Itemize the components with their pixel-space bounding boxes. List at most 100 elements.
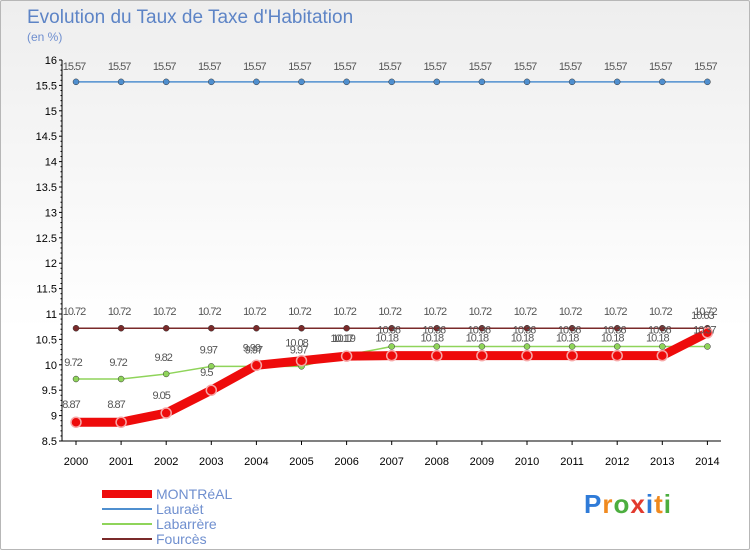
point-laurat <box>523 78 531 86</box>
data-label-fourcs: 10.72 <box>469 306 492 318</box>
data-label-laurat: 15.57 <box>559 61 582 73</box>
point-labarrre <box>72 375 80 383</box>
point-montral <box>476 349 488 362</box>
point-laurat <box>298 78 305 86</box>
point-montral <box>340 350 353 362</box>
point-fourcs <box>253 324 260 332</box>
x-tick-label: 2002 <box>154 456 178 468</box>
data-label-laurat: 15.57 <box>108 61 131 73</box>
point-laurat <box>72 78 80 86</box>
data-label-fourcs: 10.72 <box>514 306 537 318</box>
data-label-labarrre: 10.36 <box>377 325 400 337</box>
point-laurat <box>253 78 260 86</box>
y-tick-label: 12 <box>45 258 57 270</box>
brand-letter: r <box>602 489 614 519</box>
point-montral <box>566 349 578 362</box>
point-labarrre <box>704 343 711 350</box>
data-label-laurat: 15.57 <box>649 61 672 73</box>
legend-label-labarrere: Labarrère <box>156 516 217 532</box>
data-label-fourcs: 10.72 <box>424 306 447 318</box>
x-tick-label: 2003 <box>199 456 223 468</box>
data-label-labarrre: 9.72 <box>109 357 127 369</box>
data-label-labarrre: 10.36 <box>648 325 671 337</box>
point-montral <box>701 327 714 339</box>
data-label-laurat: 15.57 <box>378 61 401 73</box>
x-tick-label: 2001 <box>109 456 133 468</box>
point-montral <box>250 359 263 372</box>
y-tick-label: 9.5 <box>42 385 57 397</box>
data-label-montral: 8.87 <box>62 399 80 411</box>
data-label-labarrre: 9.97 <box>245 344 263 356</box>
x-tick-label: 2005 <box>289 456 313 468</box>
data-label-fourcs: 10.72 <box>198 306 221 318</box>
x-tick-label: 2006 <box>334 456 358 468</box>
data-label-fourcs: 10.72 <box>378 306 401 318</box>
brand-letter: P <box>584 489 603 519</box>
axes: 8.5 9 9.5 10 10.5 11 11.5 12 12.5 13 13.5 14 14.5 15 1… <box>36 55 721 468</box>
point-fourcs <box>117 324 125 332</box>
y-tick-label: 15 <box>45 106 57 118</box>
point-laurat <box>343 78 350 86</box>
brand-letter: o <box>613 489 631 519</box>
data-label-labarrre: 10.36 <box>468 325 491 337</box>
y-tick-label: 8.5 <box>42 436 57 448</box>
data-label-montral: 10.18 <box>511 333 534 345</box>
chart-title: Evolution du Taux de Taxe d'Habitation <box>27 7 354 28</box>
point-fourcs <box>568 324 576 332</box>
point-labarrre <box>433 343 441 350</box>
point-laurat <box>568 78 576 86</box>
data-label-montral: 10.18 <box>646 333 669 345</box>
legend-label-montreal: MONTRéAL <box>156 486 233 502</box>
x-tick-label: 2013 <box>650 456 674 468</box>
point-fourcs <box>659 324 666 332</box>
chart-unit-label: (en %) <box>27 30 63 44</box>
point-laurat <box>659 78 666 86</box>
point-laurat <box>388 78 395 86</box>
point-labarrre <box>568 343 576 350</box>
x-tick-label: 2012 <box>605 456 629 468</box>
data-label-laurat: 15.57 <box>424 61 447 73</box>
data-label-fourcs: 10.72 <box>288 306 311 318</box>
point-labarrre <box>613 343 621 350</box>
point-labarrre <box>162 370 170 378</box>
point-labarrre <box>659 343 666 350</box>
data-label-fourcs: 10.72 <box>243 306 266 318</box>
point-laurat <box>478 78 486 86</box>
data-label-montral: 9.05 <box>152 390 170 402</box>
data-label-fourcs: 10.72 <box>604 306 627 318</box>
data-label-laurat: 15.57 <box>694 61 717 73</box>
y-tick-label: 13 <box>45 207 57 219</box>
point-fourcs <box>613 324 621 332</box>
brand-letter: i <box>663 489 672 519</box>
data-label-fourcs: 10.72 <box>694 306 717 318</box>
point-fourcs <box>388 324 395 332</box>
point-laurat <box>704 78 711 86</box>
data-label-labarrre: 9.97 <box>290 344 308 356</box>
point-fourcs <box>298 324 305 332</box>
y-tick-label: 11 <box>46 309 57 321</box>
point-laurat <box>162 78 170 86</box>
point-labarrre <box>478 343 486 350</box>
brand-logo: Proxiti <box>584 489 672 520</box>
data-label-labarrre: 10.36 <box>603 325 626 337</box>
point-labarrre <box>523 343 531 350</box>
brand-letter: t <box>654 489 664 519</box>
x-tick-label: 2004 <box>244 456 268 468</box>
point-fourcs <box>162 324 170 332</box>
point-fourcs <box>208 324 215 332</box>
x-tick-label: 2007 <box>379 456 403 468</box>
x-tick-label: 2008 <box>425 456 449 468</box>
series-group <box>70 78 714 428</box>
point-laurat <box>613 78 621 86</box>
data-label-labarrre: 10.36 <box>558 325 581 337</box>
data-label-montral: 10.17 <box>330 333 353 345</box>
data-label-laurat: 15.57 <box>243 61 266 73</box>
point-laurat <box>208 78 215 86</box>
data-label-montral: 10.18 <box>556 333 579 345</box>
y-tick-label: 9 <box>51 411 57 423</box>
data-label-montral: 10.18 <box>601 333 624 345</box>
data-label-laurat: 15.57 <box>63 61 86 73</box>
data-label-laurat: 15.57 <box>198 61 221 73</box>
point-fourcs <box>433 324 441 332</box>
